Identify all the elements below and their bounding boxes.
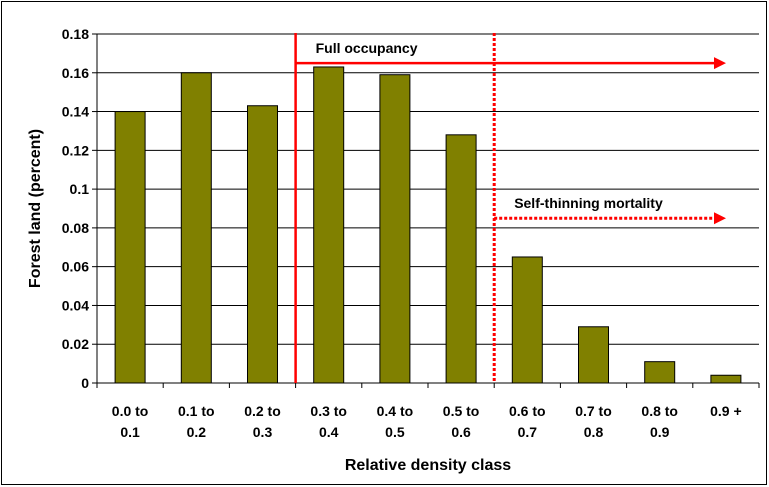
x-tick-label: 0.3 to 0.4 (310, 403, 347, 440)
bar (445, 134, 477, 384)
bar (313, 66, 345, 384)
y-tick-label: 0.12 (62, 142, 89, 158)
bars (114, 66, 742, 384)
x-axis-title: Relative density class (345, 457, 511, 474)
x-tick-labels: 0.0 to 0.1 0.1 to 0.2 0.2 to 0.3 0.3 to 0.4 0.4 … (112, 403, 742, 440)
y-tick-label: 0.14 (62, 104, 89, 120)
annotation-label: Self-thinning mortality (514, 195, 663, 211)
y-tick-label: 0.16 (62, 65, 89, 81)
x-tick-label: 0.4 to 0.5 (377, 403, 414, 440)
axes (92, 33, 760, 388)
bar (578, 326, 609, 384)
x-tick-label: 0.8 to 0.9 (641, 403, 678, 440)
y-tick-labels: 0 0.02 0.04 0.06 0.08 0.1 0.12 0.14 0.16 0.18 (62, 26, 89, 391)
x-tick-label: 0.7 to 0.8 (575, 403, 612, 440)
y-tick-label: 0.02 (62, 336, 89, 352)
x-tick-label: 0.5 to 0.6 (443, 403, 480, 440)
annotation-label: Full occupancy (316, 40, 418, 56)
annotation-arrow-head (714, 57, 726, 70)
y-tick-label: 0.1 (70, 181, 90, 197)
bar (114, 111, 146, 384)
y-tick-label: 0 (81, 375, 89, 391)
x-tick-label: 0.1 to 0.2 (178, 403, 215, 440)
bar (247, 105, 278, 384)
y-tick-label: 0.08 (62, 220, 89, 236)
bar (511, 256, 543, 384)
y-axis-title: Forest land (percent) (27, 129, 44, 288)
bar (379, 74, 411, 384)
bar (180, 72, 212, 384)
x-tick-label: 0.2 to 0.3 (244, 403, 281, 440)
y-tick-label: 0.06 (62, 259, 89, 275)
annotations: Full occupancy Self-thinning mortality (294, 33, 726, 383)
bar (644, 361, 676, 384)
x-tick-label: 0.0 to 0.1 (112, 403, 149, 440)
bar (710, 374, 742, 384)
y-tick-label: 0.04 (62, 297, 89, 313)
x-tick-label: 0.9 + (710, 403, 742, 419)
y-tick-label: 0.18 (62, 26, 89, 42)
x-tick-label: 0.6 to 0.7 (509, 403, 546, 440)
annotation-arrow-head (714, 212, 726, 225)
